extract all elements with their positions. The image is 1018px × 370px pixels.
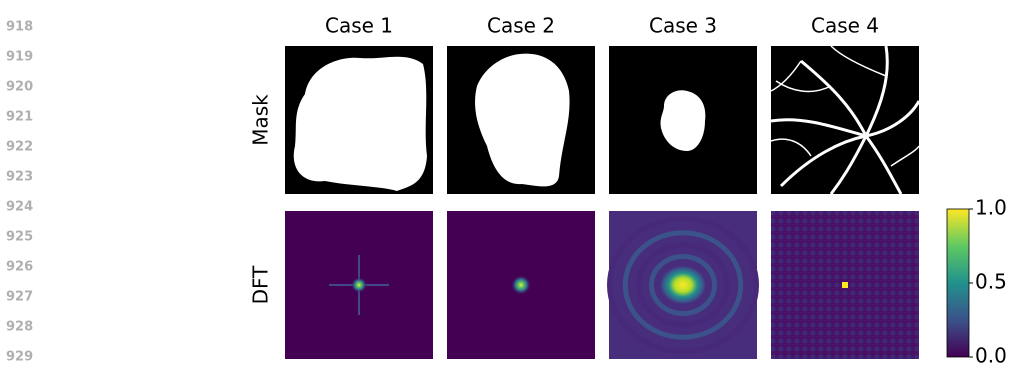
line-number: 919 [6,50,33,65]
dft-image [285,211,433,359]
mask-shape [294,57,427,191]
mask-image [285,46,433,194]
line-number: 922 [6,140,33,155]
column-title: Case 4 [811,14,879,38]
mask-image [771,46,919,194]
dft-image [771,211,919,359]
column-title: Case 3 [649,14,717,38]
dft-peak [351,277,367,293]
column-title: Case 1 [325,14,393,38]
line-number: 920 [6,80,33,95]
colorbar-tick-label: 0.0 [975,344,1007,368]
row-label: DFT [249,265,273,305]
mask-image [447,46,595,194]
line-number: 921 [6,110,33,125]
dft-image [609,211,757,359]
line-number: 929 [6,350,33,365]
dft-peak [842,282,848,288]
colorbar-tick-label: 0.5 [975,270,1007,294]
dft-peak [659,265,707,305]
line-number: 926 [6,260,33,275]
colorbar-tick-label: 1.0 [975,196,1007,220]
colorbar [947,209,969,357]
mask-image [609,46,757,194]
line-number: 918 [6,20,33,35]
dft-image [447,211,595,359]
line-number: 925 [6,230,33,245]
line-number: 923 [6,170,33,185]
page: 918 919 920 921 922 923 924 925 926 927 928 929 Case… [0,0,1018,370]
row-label: Mask [249,94,273,146]
line-number: 928 [6,320,33,335]
line-number: 924 [6,200,33,215]
dft-peak [511,275,531,295]
column-title: Case 2 [487,14,555,38]
line-number: 927 [6,290,33,305]
